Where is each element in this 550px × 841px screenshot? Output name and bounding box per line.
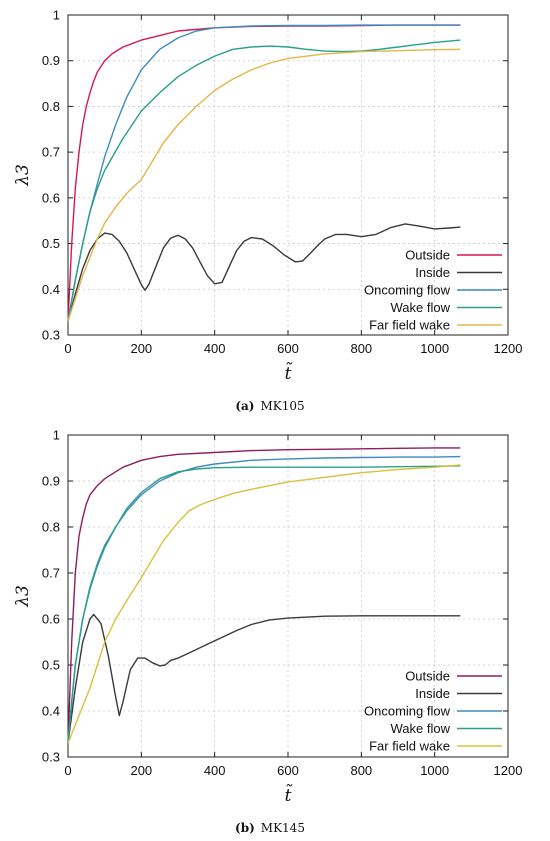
y-tick-label: 0.9 xyxy=(42,474,60,489)
x-tick-label: 0 xyxy=(64,341,71,356)
x-tick-label: 800 xyxy=(350,763,372,778)
chart-panel-a: 0 200 400 600 800 1000 1200 0.3 0.4 0.5 0.6 0.7 0.8 0… xyxy=(13,8,522,414)
y-tick-label: 0.8 xyxy=(42,99,60,114)
legend-label: Wake flow xyxy=(391,300,451,315)
y-tick-label: 0.5 xyxy=(42,236,60,251)
caption-name: MK105 xyxy=(260,399,304,413)
series-line-inside xyxy=(67,613,461,744)
figure-caption: (a) MK105 xyxy=(235,399,304,413)
figure-caption: (b) MK145 xyxy=(235,821,305,835)
legend-label: Oncoming flow xyxy=(364,704,451,719)
caption-name: MK145 xyxy=(261,821,305,835)
series-line-wake-flow xyxy=(67,39,461,322)
y-tick-label: 0.6 xyxy=(42,612,60,627)
series-line-outside xyxy=(67,447,461,744)
chart-panel-b: 0 200 400 600 800 1000 1200 0.3 0.4 0.5 0.6 0.7 0.8 0… xyxy=(13,428,522,836)
series-line-wake-flow xyxy=(67,465,461,744)
y-axis-label: λ3 xyxy=(13,585,33,608)
y-tick-label: 0.7 xyxy=(42,145,60,160)
x-tick-label: 200 xyxy=(130,763,152,778)
x-tick-label: 1200 xyxy=(494,341,523,356)
y-axis-label: λ3 xyxy=(13,164,33,187)
y-tick-label: 1 xyxy=(53,8,60,23)
y-tick-label: 0.8 xyxy=(42,520,60,535)
y-tick-label: 0.4 xyxy=(42,282,60,297)
y-tick-label: 0.3 xyxy=(42,750,60,765)
x-tick-label: 800 xyxy=(350,341,372,356)
x-tick-label: 1200 xyxy=(494,763,523,778)
y-tick-label: 1 xyxy=(53,428,60,443)
legend-label: Far field wake xyxy=(369,739,450,754)
x-tick-label: 600 xyxy=(277,763,299,778)
y-tick-label: 0.4 xyxy=(42,704,60,719)
legend-label: Inside xyxy=(415,265,450,280)
y-tick-label: 0.5 xyxy=(42,658,60,673)
legend-label: Oncoming flow xyxy=(364,283,451,298)
y-tick-label: 0.9 xyxy=(42,53,60,68)
caption-tag: (b) xyxy=(235,821,255,835)
y-tick-label: 0.3 xyxy=(42,328,60,343)
x-axis-label: t̃ xyxy=(285,784,293,806)
caption-tag: (a) xyxy=(235,399,254,413)
series-line-far-field-wake xyxy=(67,48,461,322)
legend-label: Outside xyxy=(405,248,450,263)
series-line-far-field-wake xyxy=(67,464,461,744)
x-tick-label: 0 xyxy=(64,763,71,778)
x-tick-label: 1000 xyxy=(420,763,449,778)
legend: Outside Inside Oncoming flow Wake flow Far f… xyxy=(364,669,502,754)
legend-label: Inside xyxy=(415,686,450,701)
legend-label: Wake flow xyxy=(391,721,451,736)
series-line-outside xyxy=(67,24,461,322)
x-tick-label: 400 xyxy=(204,341,226,356)
x-tick-label: 400 xyxy=(204,763,226,778)
legend-label: Far field wake xyxy=(369,318,450,333)
series-line-oncoming-flow xyxy=(67,24,461,322)
x-axis-label: t̃ xyxy=(285,362,293,384)
legend-label: Outside xyxy=(405,669,450,684)
x-tick-label: 200 xyxy=(130,341,152,356)
y-tick-label: 0.7 xyxy=(42,566,60,581)
x-tick-label: 1000 xyxy=(420,341,449,356)
legend: Outside Inside Oncoming flow Wake flow Far f… xyxy=(364,248,502,333)
y-tick-label: 0.6 xyxy=(42,190,60,205)
series-line-inside xyxy=(67,223,461,322)
x-tick-label: 600 xyxy=(277,341,299,356)
